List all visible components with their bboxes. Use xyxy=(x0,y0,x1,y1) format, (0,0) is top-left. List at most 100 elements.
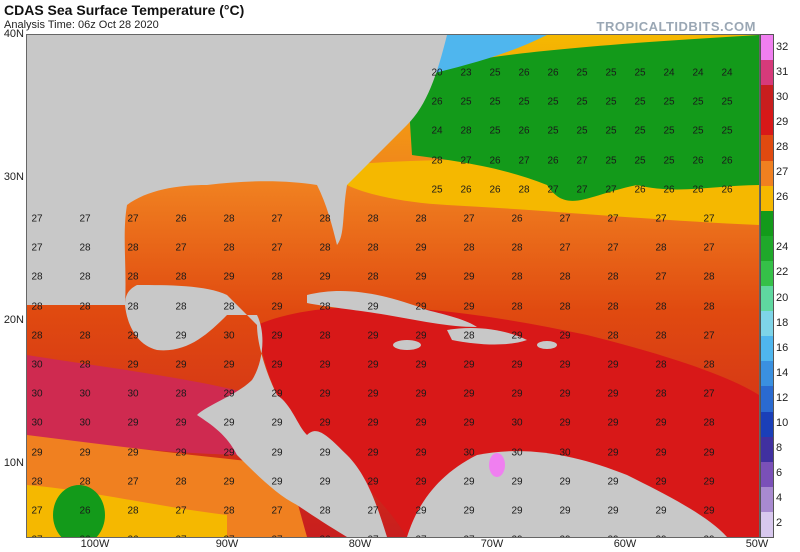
sst-value: 27 xyxy=(175,505,187,517)
sst-value: 29 xyxy=(79,447,91,459)
sst-value: 29 xyxy=(511,505,523,517)
sst-value: 29 xyxy=(463,476,475,488)
sst-value: 29 xyxy=(127,330,139,342)
sst-value: 29 xyxy=(463,301,475,313)
sst-value: 26 xyxy=(547,67,559,79)
sst-value: 29 xyxy=(319,359,331,371)
sst-value: 28 xyxy=(319,301,331,313)
sst-value: 26 xyxy=(460,184,472,196)
colorbar-segment xyxy=(761,486,773,513)
sst-value: 27 xyxy=(415,535,426,537)
sst-value: 28 xyxy=(655,301,667,313)
sst-value: 27 xyxy=(703,330,715,342)
sst-value: 24 xyxy=(431,125,443,137)
sst-value: 27 xyxy=(127,213,139,225)
sst-value: 29 xyxy=(607,417,619,429)
sst-value: 28 xyxy=(319,242,331,254)
sst-value: 29 xyxy=(415,242,427,254)
sst-value: 29 xyxy=(127,417,139,429)
sst-value: 30 xyxy=(127,388,139,400)
sst-value: 28 xyxy=(367,242,379,254)
sst-value: 27 xyxy=(559,213,571,225)
sst-value: 29 xyxy=(607,476,619,488)
sst-value: 28 xyxy=(127,301,139,313)
sst-value: 28 xyxy=(655,388,667,400)
sst-value: 29 xyxy=(559,417,571,429)
sst-value: 26 xyxy=(721,184,733,196)
colorbar xyxy=(760,34,774,538)
sst-value: 25 xyxy=(547,96,559,108)
colorbar-tick: 31 xyxy=(776,65,789,78)
sst-value: 29 xyxy=(655,476,667,488)
sst-value: 29 xyxy=(607,447,619,459)
colorbar-segment xyxy=(761,35,773,61)
sst-value: 28 xyxy=(175,388,187,400)
sst-value: 28 xyxy=(415,213,427,225)
sst-value: 29 xyxy=(415,301,427,313)
colorbar-tick: 29 xyxy=(776,115,789,128)
sst-value: 27 xyxy=(31,242,43,254)
sst-value: 29 xyxy=(415,417,427,429)
lon-label-50w: 50W xyxy=(745,538,769,550)
sst-value: 29 xyxy=(367,417,379,429)
sst-value: 29 xyxy=(367,301,379,313)
sst-value: 29 xyxy=(511,359,523,371)
colorbar-segment xyxy=(761,461,773,488)
sst-value: 27 xyxy=(223,535,234,537)
sst-value: 25 xyxy=(634,67,646,79)
colorbar-tick: 32 xyxy=(776,40,789,53)
sst-value: 28 xyxy=(79,476,91,488)
sst-value: 28 xyxy=(319,330,331,342)
sst-value: 29 xyxy=(223,447,235,459)
sst-value: 26 xyxy=(721,155,733,167)
sst-value: 28 xyxy=(655,330,667,342)
sst-value: 27 xyxy=(271,505,283,517)
sst-value: 25 xyxy=(634,125,646,137)
colorbar-segment xyxy=(761,386,773,412)
sst-value: 29 xyxy=(223,388,235,400)
colorbar-segment xyxy=(761,361,773,387)
sst-value: 28 xyxy=(127,271,139,283)
sst-value: 30 xyxy=(79,388,91,400)
sst-value: 27 xyxy=(127,476,139,488)
sst-value: 26 xyxy=(511,213,523,225)
sst-value: 29 xyxy=(271,417,283,429)
sst-value: 28 xyxy=(31,301,43,313)
sst-value: 29 xyxy=(703,476,715,488)
sst-value: 27 xyxy=(271,535,282,537)
sst-value: 28 xyxy=(703,271,715,283)
sst-value: 29 xyxy=(463,271,475,283)
sst-value: 29 xyxy=(319,417,331,429)
sst-value: 29 xyxy=(367,388,379,400)
sst-value: 29 xyxy=(511,388,523,400)
sst-value: 28 xyxy=(607,271,619,283)
sst-value: 29 xyxy=(559,359,571,371)
sst-value: 26 xyxy=(692,155,704,167)
sst-value: 25 xyxy=(634,155,646,167)
sst-value: 25 xyxy=(663,155,675,167)
colorbar-tick: 10 xyxy=(776,417,789,430)
lat-label-30n: 30N xyxy=(3,171,24,183)
sst-value: 29 xyxy=(175,417,187,429)
sst-value: 25 xyxy=(692,125,704,137)
sst-value: 26 xyxy=(319,535,330,537)
sst-value: 26 xyxy=(518,67,530,79)
colorbar-tick: 8 xyxy=(776,442,783,455)
lon-label-100w: 100W xyxy=(80,538,110,550)
sst-value: 29 xyxy=(415,388,427,400)
sst-value: 28 xyxy=(223,213,235,225)
sst-value: 29 xyxy=(559,388,571,400)
colorbar-segment xyxy=(761,135,773,161)
sst-value: 24 xyxy=(692,67,704,79)
sst-value: 27 xyxy=(31,213,43,225)
sst-value: 26 xyxy=(79,505,91,517)
colorbar-segment xyxy=(761,436,773,463)
sst-value: 26 xyxy=(431,96,443,108)
colorbar-segment xyxy=(761,511,773,538)
colorbar-tick: 16 xyxy=(776,341,789,354)
sst-value: 28 xyxy=(703,301,715,313)
sst-value: 27 xyxy=(605,184,617,196)
sst-value: 29 xyxy=(223,417,235,429)
sst-value: 25 xyxy=(518,96,530,108)
sst-value: 26 xyxy=(79,535,90,537)
